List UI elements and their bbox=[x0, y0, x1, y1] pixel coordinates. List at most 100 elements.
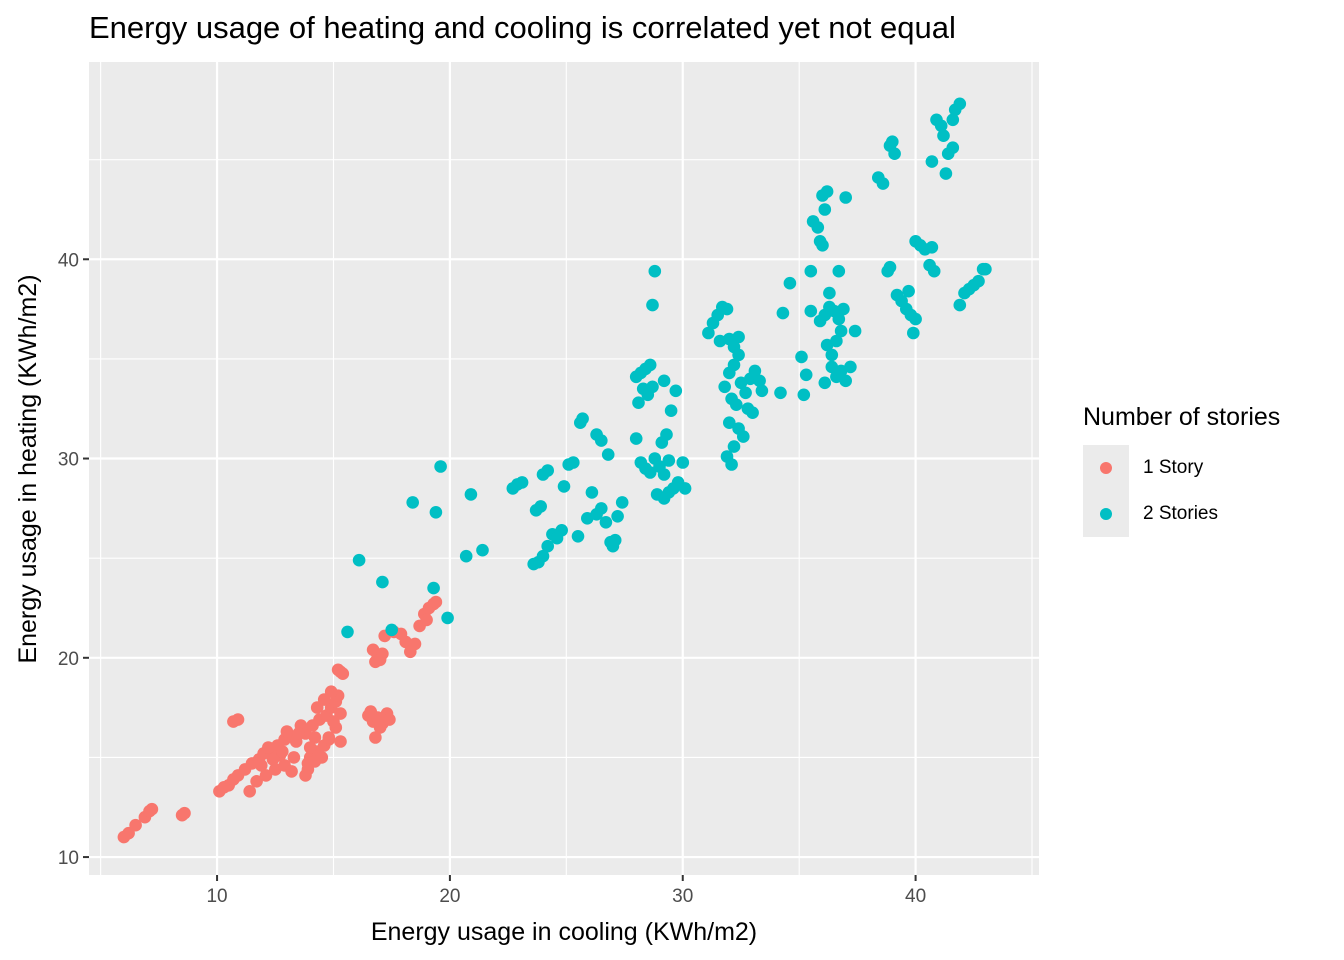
data-point bbox=[818, 376, 832, 390]
data-point bbox=[662, 486, 676, 499]
y-tick-label: 10 bbox=[58, 848, 79, 869]
data-point bbox=[406, 496, 420, 509]
legend-dot-icon bbox=[1100, 462, 1112, 474]
series-2 bbox=[341, 97, 992, 639]
data-point bbox=[352, 553, 366, 567]
data-point bbox=[280, 725, 294, 738]
data-point bbox=[886, 135, 899, 148]
axis-ticks: 10 20 30 40 10 20 30 40 bbox=[58, 250, 926, 907]
data-point bbox=[643, 466, 657, 479]
data-point bbox=[732, 330, 745, 344]
legend-item-2-stories: 2 Stories bbox=[1083, 491, 1280, 537]
data-point bbox=[816, 239, 829, 252]
y-tick-label: 30 bbox=[58, 450, 79, 471]
data-point bbox=[946, 113, 960, 127]
data-point bbox=[909, 312, 922, 326]
data-point bbox=[327, 715, 340, 728]
data-point bbox=[702, 326, 715, 340]
data-point bbox=[292, 727, 305, 740]
data-point bbox=[646, 380, 659, 394]
legend-key-2-stories bbox=[1083, 491, 1129, 537]
data-point bbox=[804, 304, 818, 318]
data-point bbox=[595, 434, 608, 447]
legend-keys: 1 Story 2 Stories bbox=[1083, 445, 1280, 537]
data-point bbox=[876, 177, 890, 190]
data-point bbox=[129, 818, 142, 832]
data-point bbox=[732, 348, 745, 362]
data-point bbox=[799, 368, 813, 382]
data-point bbox=[783, 276, 797, 290]
data-point bbox=[797, 388, 811, 402]
data-point bbox=[259, 769, 273, 782]
x-tick-label: 30 bbox=[672, 886, 693, 907]
x-axis-title: Energy usage in cooling (KWh/m2) bbox=[371, 918, 757, 946]
chart-title: Energy usage of heating and cooling is c… bbox=[89, 10, 956, 45]
data-point bbox=[664, 404, 678, 418]
data-point bbox=[464, 488, 478, 501]
data-point bbox=[434, 460, 447, 473]
data-point bbox=[541, 539, 554, 553]
data-point bbox=[615, 496, 629, 509]
data-point bbox=[243, 785, 256, 798]
data-point bbox=[776, 306, 790, 320]
data-point bbox=[727, 440, 741, 453]
data-point bbox=[334, 735, 347, 748]
data-point bbox=[383, 713, 396, 726]
legend-dot-icon bbox=[1100, 508, 1112, 520]
data-point bbox=[953, 298, 967, 312]
data-point bbox=[536, 549, 550, 563]
data-point bbox=[669, 384, 683, 398]
data-point bbox=[285, 765, 298, 778]
data-point bbox=[429, 506, 443, 519]
data-point bbox=[727, 358, 741, 372]
data-point bbox=[427, 581, 440, 595]
data-point bbox=[299, 769, 312, 782]
data-point bbox=[927, 264, 941, 278]
data-point bbox=[925, 155, 939, 168]
data-point bbox=[441, 611, 454, 625]
data-point bbox=[844, 360, 857, 374]
data-point bbox=[662, 454, 676, 467]
data-point bbox=[145, 802, 159, 816]
data-point bbox=[925, 241, 939, 254]
data-point bbox=[595, 502, 608, 515]
data-point bbox=[753, 374, 766, 388]
data-point bbox=[755, 384, 769, 398]
data-point bbox=[820, 185, 834, 198]
data-point bbox=[266, 753, 280, 766]
data-point bbox=[946, 141, 960, 154]
data-point bbox=[369, 731, 382, 744]
data-point bbox=[713, 334, 727, 348]
data-point bbox=[730, 398, 743, 412]
data-point bbox=[576, 412, 589, 426]
data-point bbox=[611, 510, 624, 523]
data-point bbox=[837, 302, 850, 316]
data-point bbox=[660, 428, 673, 441]
data-point bbox=[657, 468, 671, 481]
data-point bbox=[811, 221, 825, 234]
data-point bbox=[830, 334, 843, 348]
legend-label-1-story: 1 Story bbox=[1143, 457, 1204, 478]
data-point bbox=[254, 759, 268, 772]
data-point bbox=[262, 741, 275, 754]
data-point bbox=[276, 745, 289, 758]
y-tick-label: 20 bbox=[58, 649, 79, 670]
y-axis-title: Energy usage in heating (KWh/m2) bbox=[14, 274, 42, 663]
data-point bbox=[832, 264, 846, 278]
legend: Number of stories 1 Story 2 Stories bbox=[1083, 400, 1280, 537]
data-point bbox=[746, 406, 759, 420]
data-point bbox=[737, 430, 750, 443]
data-point bbox=[848, 324, 862, 338]
data-point bbox=[972, 274, 985, 288]
data-point bbox=[571, 530, 585, 543]
legend-label-2-stories: 2 Stories bbox=[1143, 503, 1218, 524]
data-point bbox=[231, 713, 245, 726]
data-point bbox=[718, 380, 731, 394]
data-point bbox=[303, 741, 317, 754]
data-point bbox=[804, 264, 818, 278]
data-point bbox=[178, 806, 191, 820]
data-point bbox=[567, 456, 580, 469]
data-point bbox=[341, 625, 354, 639]
data-point bbox=[834, 324, 848, 338]
